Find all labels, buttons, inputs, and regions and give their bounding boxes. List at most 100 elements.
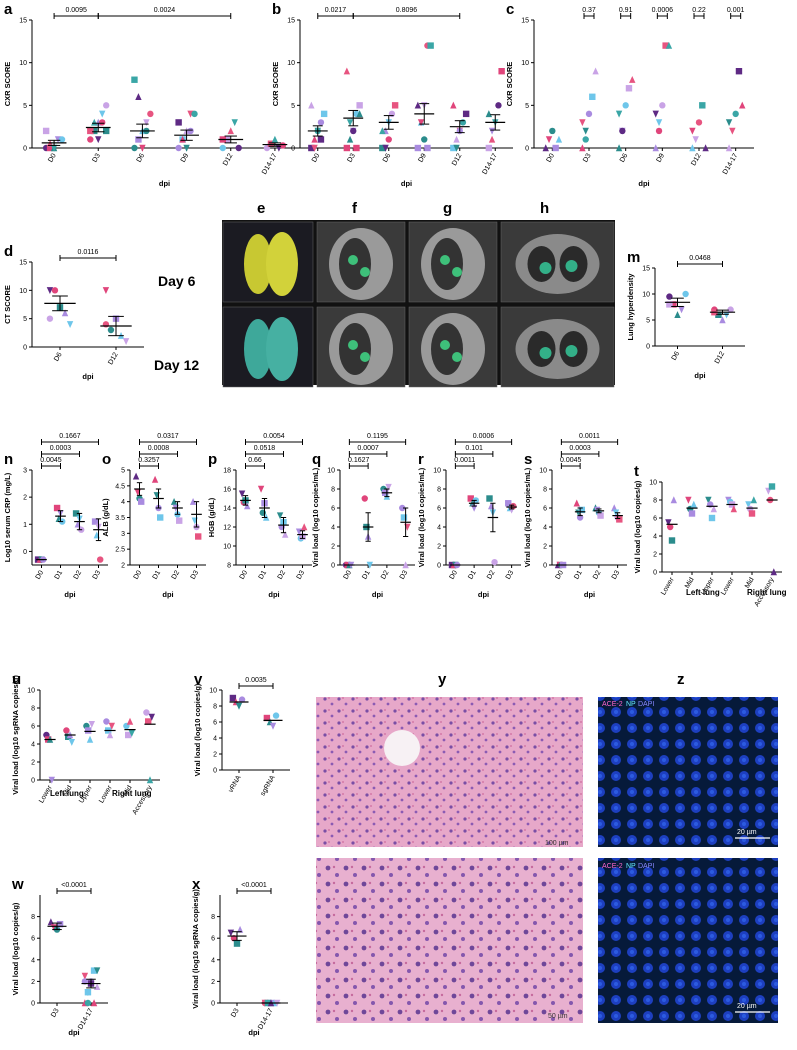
data-point bbox=[488, 135, 496, 143]
data-point bbox=[391, 102, 399, 109]
data-point bbox=[235, 144, 242, 152]
y-tick-label: 6 bbox=[543, 506, 547, 513]
data-point bbox=[138, 498, 145, 505]
panel-label-q: q bbox=[312, 451, 321, 468]
x-tick-label: D12 bbox=[222, 152, 235, 167]
data-point bbox=[730, 505, 737, 513]
data-point bbox=[585, 110, 593, 118]
panel-label-t: t bbox=[634, 463, 639, 480]
x-tick-label: D12 bbox=[714, 350, 727, 365]
pvalue-label: 0.0006 bbox=[652, 7, 674, 14]
data-point bbox=[573, 499, 580, 507]
data-point bbox=[87, 136, 94, 143]
data-point bbox=[61, 309, 69, 317]
data-point bbox=[346, 119, 354, 127]
y-axis-label: CT SCORE bbox=[3, 285, 12, 324]
y-tick-label: 8 bbox=[31, 914, 35, 921]
panel-label-d: d bbox=[4, 243, 13, 260]
data-point bbox=[343, 144, 351, 152]
data-point bbox=[690, 500, 697, 508]
x-tick-label: D1 bbox=[361, 569, 372, 580]
histology-bottom-image bbox=[316, 858, 583, 1023]
data-point bbox=[578, 506, 586, 514]
data-point bbox=[485, 144, 493, 152]
y-tick-label: 10 bbox=[642, 292, 650, 299]
data-point bbox=[725, 119, 733, 127]
data-point bbox=[175, 119, 182, 126]
data-point bbox=[678, 306, 685, 314]
y-tick-label: 10 bbox=[19, 60, 27, 67]
data-point bbox=[66, 321, 74, 329]
panel-label-r: r bbox=[418, 451, 424, 468]
data-point bbox=[195, 533, 202, 540]
x-tick-label: D0 bbox=[343, 569, 354, 580]
data-point bbox=[695, 119, 703, 126]
t-left-lung: Left lung bbox=[686, 588, 720, 597]
pvalue-label: 0.0116 bbox=[78, 249, 99, 256]
panel-b: b 0 5 10 15 CXR SCORE D0 D3 D6 D9 D12 D14-17 dpi 0.02… bbox=[271, 1, 513, 188]
y-tick-label: 10 bbox=[287, 60, 295, 67]
data-point bbox=[453, 135, 460, 143]
pvalue-label: 0.22 bbox=[692, 7, 706, 14]
pvalue-label: 0.91 bbox=[619, 7, 633, 14]
if-ace2-top: ACE-2 bbox=[602, 701, 623, 708]
y-axis-label: CXR SCORE bbox=[3, 62, 12, 107]
data-point bbox=[770, 568, 777, 576]
y-tick-label: 4.5 bbox=[115, 483, 125, 490]
data-point bbox=[667, 523, 674, 531]
y-tick-label: 15 bbox=[521, 18, 529, 25]
data-point bbox=[353, 144, 360, 152]
panel-label-y: y bbox=[438, 671, 447, 688]
y-tick-label: 5 bbox=[525, 103, 529, 110]
data-point bbox=[670, 301, 677, 308]
x-tick-label: D6 bbox=[53, 351, 64, 362]
y-tick-label: 6 bbox=[331, 506, 335, 513]
data-point bbox=[689, 127, 696, 135]
ct-lesion bbox=[348, 255, 358, 265]
data-point bbox=[555, 135, 563, 143]
data-point bbox=[652, 144, 659, 152]
data-point bbox=[102, 287, 110, 295]
data-point bbox=[424, 144, 431, 152]
data-point bbox=[301, 523, 308, 531]
panel-label-w: w bbox=[11, 876, 24, 893]
pvalue-label: 0.0095 bbox=[65, 7, 87, 14]
data-point bbox=[235, 702, 243, 710]
x-tick-label: D3 bbox=[296, 569, 307, 580]
data-point bbox=[51, 287, 59, 294]
data-point bbox=[99, 110, 106, 118]
data-point bbox=[317, 119, 325, 126]
data-point bbox=[48, 776, 55, 784]
x-tick-label: D2 bbox=[171, 569, 182, 580]
panel-label-m: m bbox=[627, 249, 640, 266]
data-point bbox=[81, 972, 89, 980]
y-tick-label: 8 bbox=[227, 563, 231, 570]
y-tick-label: 2.5 bbox=[115, 547, 125, 554]
data-point bbox=[421, 136, 428, 143]
y-tick-label: 14 bbox=[223, 506, 231, 513]
x-tick-label: D0 bbox=[239, 569, 250, 580]
data-point bbox=[238, 490, 246, 498]
data-point bbox=[659, 102, 666, 109]
panel-label-h: h bbox=[540, 200, 549, 217]
y-tick-label: 10 bbox=[27, 688, 35, 695]
ct-lung-3d-left bbox=[244, 319, 272, 379]
data-point bbox=[382, 144, 389, 152]
data-point bbox=[666, 301, 673, 308]
panel-label-p: p bbox=[208, 451, 217, 468]
data-point bbox=[462, 110, 470, 118]
data-point bbox=[702, 144, 709, 152]
data-point bbox=[670, 496, 677, 504]
data-point bbox=[279, 142, 287, 149]
ct-lesion bbox=[440, 340, 450, 350]
y-tick-label: 2 bbox=[437, 544, 441, 551]
data-point bbox=[244, 502, 251, 510]
data-point bbox=[708, 514, 716, 522]
x-axis-label: dpi bbox=[268, 590, 279, 599]
data-point bbox=[459, 119, 467, 126]
data-point bbox=[88, 721, 95, 728]
data-point bbox=[53, 504, 61, 512]
pvalue-label: 0.001 bbox=[727, 7, 745, 14]
data-point bbox=[219, 144, 226, 152]
y-tick-label: 10 bbox=[223, 544, 231, 551]
